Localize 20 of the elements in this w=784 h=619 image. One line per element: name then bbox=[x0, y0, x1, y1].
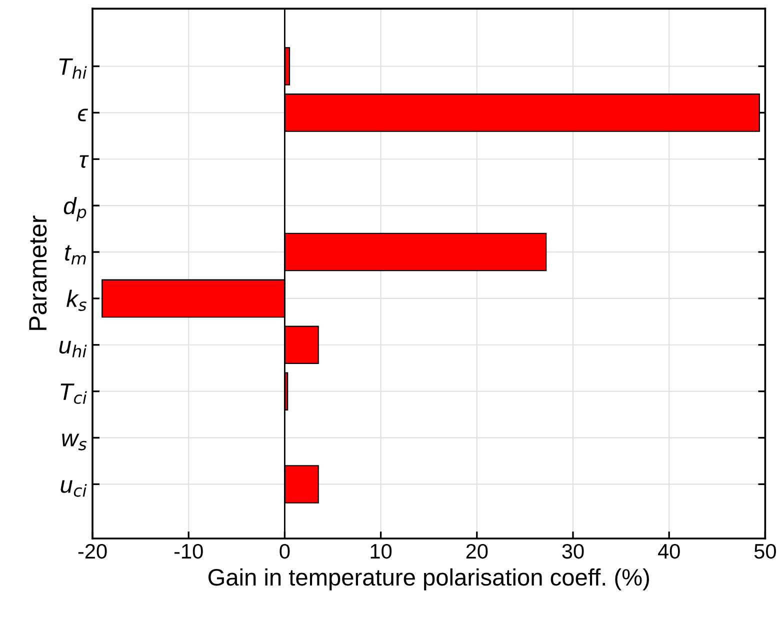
x-tick-label: 50 bbox=[754, 544, 776, 559]
x-tick-label: 40 bbox=[658, 544, 680, 559]
y-tick-label: t$_{m}$ bbox=[65, 245, 86, 264]
y-tick-label: u$_{hi}$ bbox=[59, 340, 87, 358]
x-tick-label: -20 bbox=[78, 544, 107, 559]
y-tick-label: T$_{ci}$ bbox=[60, 384, 87, 404]
x-tick-label: 0 bbox=[280, 544, 290, 559]
y-axis-title: Parameter bbox=[29, 216, 47, 330]
y-tick-label: w$_{s}$ bbox=[62, 434, 87, 450]
y-tick-label: ϵ bbox=[78, 108, 88, 122]
x-tick-label: -10 bbox=[174, 544, 203, 559]
y-tick-label: d$_{p}$ bbox=[64, 196, 86, 222]
y-tick-label: k$_{s}$ bbox=[66, 290, 86, 311]
y-tick-label: T$_{hi}$ bbox=[59, 58, 87, 79]
y-tick-label: u$_{ci}$ bbox=[60, 480, 87, 497]
x-tick-label: 30 bbox=[562, 544, 584, 559]
x-tick-label: 20 bbox=[466, 544, 488, 559]
x-tick-label: 10 bbox=[370, 544, 392, 559]
y-tick-label: τ bbox=[80, 155, 89, 168]
x-axis-title: Gain in temperature polarisation coeff. (%) bbox=[208, 568, 649, 590]
